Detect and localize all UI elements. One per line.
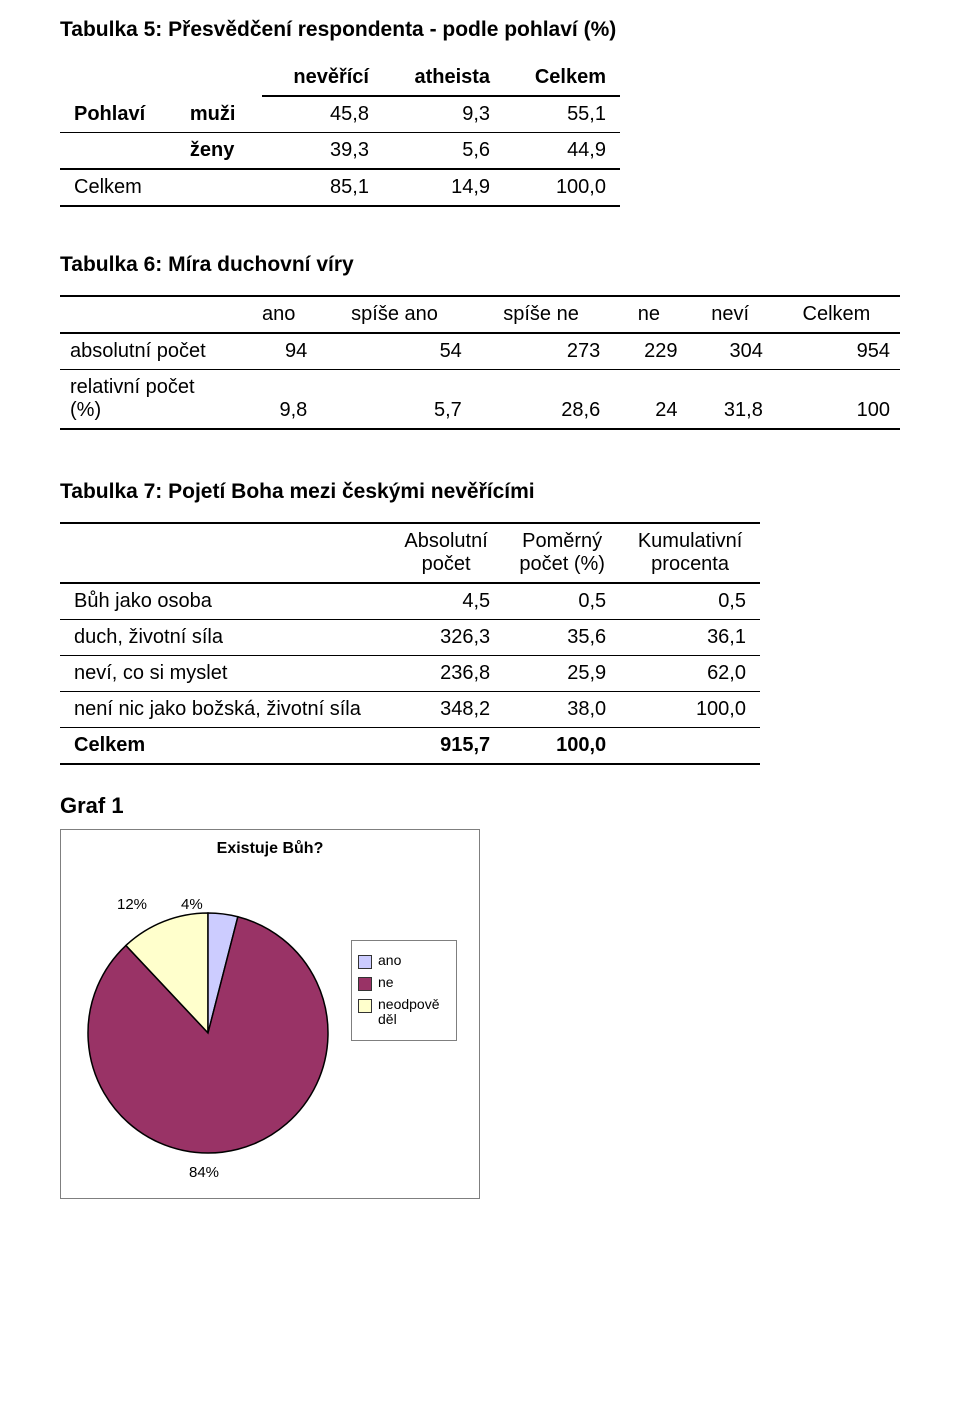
t7-c2: Kumulativní procenta [620, 523, 760, 583]
t6-r1-v0: 9,8 [240, 370, 317, 430]
legend-label: ne [378, 975, 394, 990]
pie-label-ne: 84% [189, 1164, 219, 1181]
t7-c0: Absolutní počet [388, 523, 504, 583]
t6-r1-v4: 31,8 [688, 370, 773, 430]
t7-r3-v1: 38,0 [504, 692, 620, 728]
t6-r1-label: relativní počet (%) [60, 370, 240, 430]
t7-total-v2 [620, 728, 760, 765]
legend-label: neodpově děl [378, 997, 450, 1028]
t5-total-v2: 100,0 [504, 169, 620, 206]
legend-swatch-icon [358, 955, 372, 969]
t5-r1-label: ženy [176, 133, 262, 170]
t7-r1-v0: 326,3 [388, 620, 504, 656]
t5-r0-v0: 45,8 [262, 96, 383, 133]
t6-c1: spíše ano [317, 296, 472, 333]
t6-c2: spíše ne [472, 296, 610, 333]
t7-r3-v0: 348,2 [388, 692, 504, 728]
t6-r0-label: absolutní počet [60, 333, 240, 370]
t7-r1-v1: 35,6 [504, 620, 620, 656]
t6-r0-v2: 273 [472, 333, 610, 370]
t5-col-2: Celkem [504, 60, 620, 96]
legend-swatch-icon [358, 999, 372, 1013]
t5-col-1: atheista [383, 60, 504, 96]
t7-r0-v1: 0,5 [504, 583, 620, 620]
t6-r1-v1: 5,7 [317, 370, 472, 430]
t6-c0: ano [240, 296, 317, 333]
t6-r0-v4: 304 [688, 333, 773, 370]
t7-c1: Poměrný počet (%) [504, 523, 620, 583]
t6-c5: Celkem [773, 296, 900, 333]
t6-r1-v2: 28,6 [472, 370, 610, 430]
t5-total-v1: 14,9 [383, 169, 504, 206]
t6-c4: neví [688, 296, 773, 333]
t5-r0-v2: 55,1 [504, 96, 620, 133]
table6: ano spíše ano spíše ne ne neví Celkem ab… [60, 295, 900, 430]
t7-r2-v1: 25,9 [504, 656, 620, 692]
t5-r0-v1: 9,3 [383, 96, 504, 133]
t6-r0-v1: 54 [317, 333, 472, 370]
t6-r1-v5: 100 [773, 370, 900, 430]
t7-total-v1: 100,0 [504, 728, 620, 765]
graf1-chart-title: Existuje Bůh? [61, 840, 479, 858]
table5-title: Tabulka 5: Přesvědčení respondenta - pod… [60, 18, 900, 42]
table6-title: Tabulka 6: Míra duchovní víry [60, 253, 900, 277]
t7-total-v0: 915,7 [388, 728, 504, 765]
t7-r3-label: není nic jako božská, životní síla [60, 692, 388, 728]
t6-r0-v3: 229 [610, 333, 687, 370]
t7-r1-v2: 36,1 [620, 620, 760, 656]
t7-total-label: Celkem [60, 728, 388, 765]
t5-rowlabelcol: Pohlaví [60, 96, 176, 133]
t7-r3-v2: 100,0 [620, 692, 760, 728]
t7-r1-label: duch, životní síla [60, 620, 388, 656]
pie-chart-icon [83, 908, 333, 1158]
table5: nevěřící atheista Celkem Pohlaví muži 45… [60, 60, 620, 207]
t7-r0-label: Bůh jako osoba [60, 583, 388, 620]
graf1-chart: Existuje Bůh? 12% 4% 84% ano ne neodpově… [60, 829, 480, 1199]
t5-r1-v1: 5,6 [383, 133, 504, 170]
graf1-heading: Graf 1 [60, 793, 900, 819]
t6-r0-v0: 94 [240, 333, 317, 370]
legend-item-ano: ano [358, 953, 450, 969]
t5-total-v0: 85,1 [262, 169, 383, 206]
t7-r2-v0: 236,8 [388, 656, 504, 692]
t7-r0-v0: 4,5 [388, 583, 504, 620]
legend-label: ano [378, 953, 401, 968]
t5-r1-v2: 44,9 [504, 133, 620, 170]
legend-item-ne: ne [358, 975, 450, 991]
table7-title: Tabulka 7: Pojetí Boha mezi českými nevě… [60, 480, 900, 504]
t6-r1-v3: 24 [610, 370, 687, 430]
t5-r0-label: muži [176, 96, 262, 133]
t5-r1-v0: 39,3 [262, 133, 383, 170]
legend-item-neodpovedel: neodpově děl [358, 997, 450, 1028]
t5-col-0: nevěřící [262, 60, 383, 96]
t7-r2-label: neví, co si myslet [60, 656, 388, 692]
table7: Absolutní počet Poměrný počet (%) Kumula… [60, 522, 760, 765]
t6-c3: ne [610, 296, 687, 333]
t6-r0-v5: 954 [773, 333, 900, 370]
legend-swatch-icon [358, 977, 372, 991]
graf1-legend: ano ne neodpově děl [351, 940, 457, 1041]
t7-r0-v2: 0,5 [620, 583, 760, 620]
t7-r2-v2: 62,0 [620, 656, 760, 692]
t5-total-label: Celkem [60, 169, 176, 206]
